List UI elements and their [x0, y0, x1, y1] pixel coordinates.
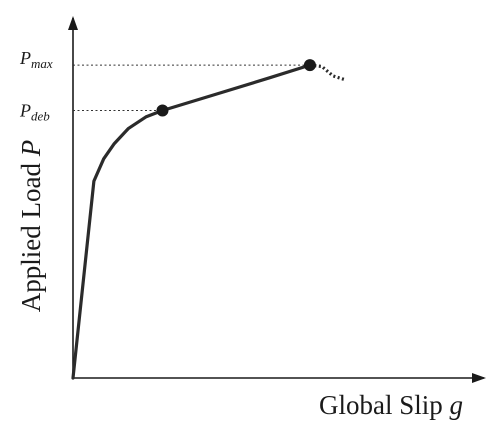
load-slip-curve-tail — [309, 63, 346, 82]
y-axis-label: Applied Load P — [16, 140, 46, 312]
label-p-deb: Pdeb — [19, 100, 50, 123]
guide-lines — [73, 64, 310, 111]
marker-labels: Pdeb Pmax — [19, 48, 53, 123]
point-p-max — [303, 59, 316, 72]
x-axis-label: Global Slip g — [319, 390, 463, 420]
label-p-max: Pmax — [19, 48, 53, 71]
marker-layer — [156, 59, 316, 117]
series-layer — [71, 63, 346, 380]
load-slip-curve — [71, 63, 312, 380]
point-p-deb — [156, 104, 169, 117]
